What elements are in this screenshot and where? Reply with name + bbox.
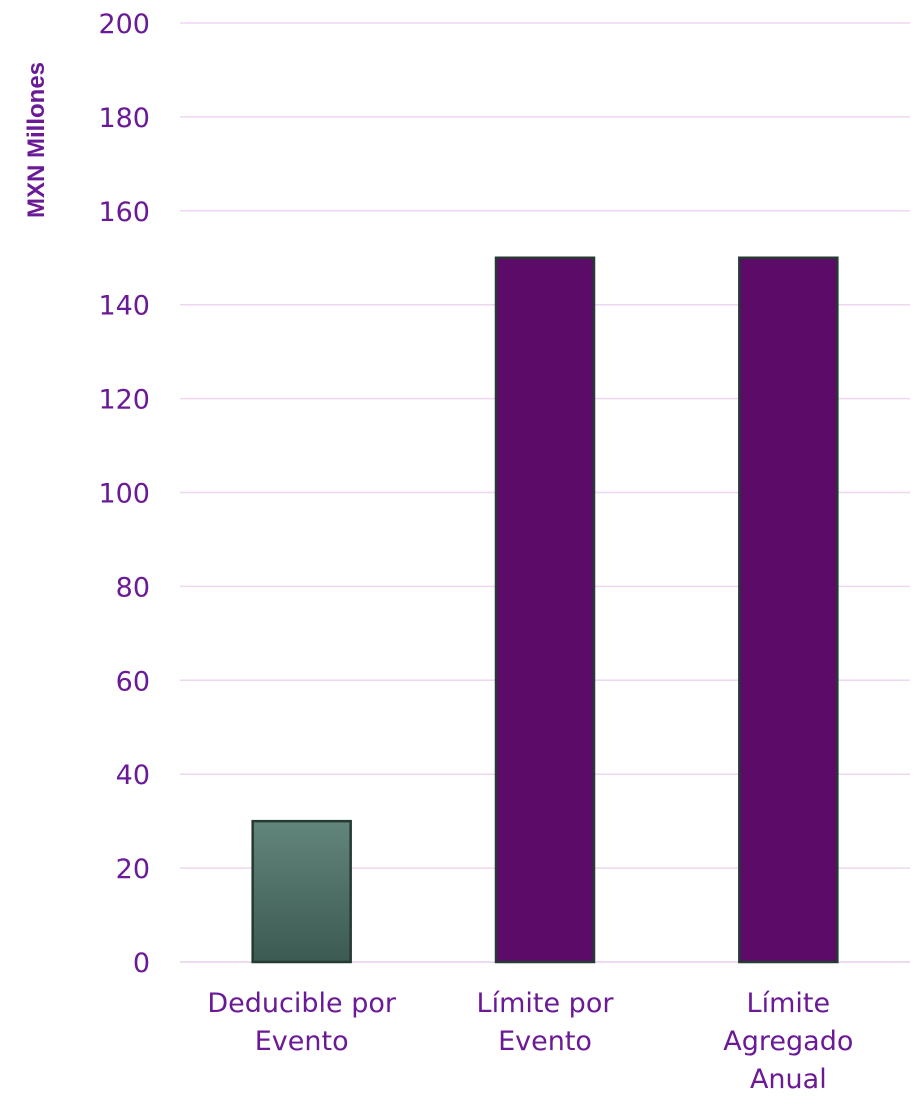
y-axis-label: MXN Millones [23, 62, 50, 218]
y-tick-label: 200 [98, 9, 150, 40]
x-tick-label-line: Agregado [723, 1026, 853, 1057]
x-tick-label-line: Deducible por [207, 988, 396, 1019]
bar-layer [251, 256, 839, 964]
y-tick-label: 80 [116, 572, 150, 603]
x-tick-label-line: Límite por [477, 988, 615, 1019]
bar [251, 819, 352, 964]
y-tick-label: 140 [98, 291, 150, 322]
x-tick-label-line: Anual [750, 1064, 827, 1095]
x-tick-label-line: Límite [747, 988, 831, 1019]
y-tick-label: 100 [98, 479, 150, 510]
y-tick-label: 60 [116, 666, 150, 697]
y-tick-label: 120 [98, 385, 150, 416]
x-tick-label: Deducible por Evento [207, 988, 396, 1057]
x-tick-label: Límite Agregado Anual [723, 988, 853, 1095]
x-tick-label-line: Evento [498, 1026, 592, 1057]
bar [738, 256, 839, 964]
y-tick-label: 180 [98, 103, 150, 134]
y-tick-label: 160 [98, 197, 150, 228]
x-tick-label-line: Evento [255, 1026, 349, 1057]
y-tick-label: 0 [133, 948, 150, 979]
y-tick-label: 20 [116, 854, 150, 885]
x-tick-label: Límite por Evento [477, 988, 615, 1057]
y-tick-label: 40 [116, 760, 150, 791]
y-tick-layer: 0 20 40 60 80 100 120 140 160 180 200 [98, 9, 150, 979]
bar [494, 256, 596, 964]
